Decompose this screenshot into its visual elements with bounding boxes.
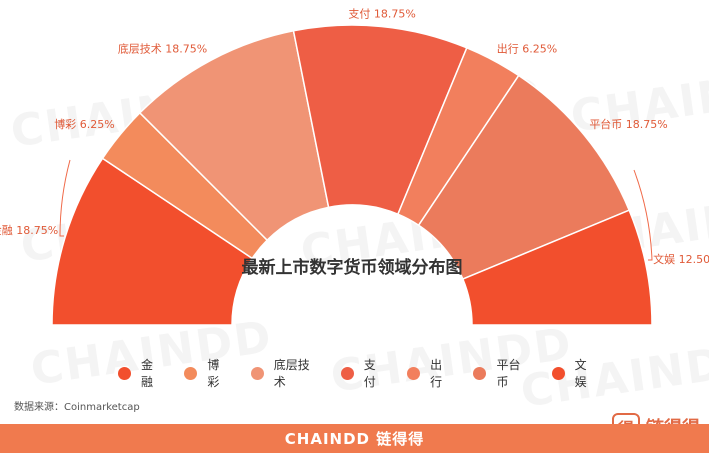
legend-item-payment: 支付	[340, 356, 387, 390]
footer-bar: CHAINDD 链得得	[0, 424, 709, 453]
legend-swatch-payment	[340, 366, 354, 380]
legend-label-entertainment: 文娱	[574, 358, 587, 389]
slice-label-finance: 金融 18.75%	[0, 223, 58, 237]
slice-label-infrastructure: 底层技术 18.75%	[118, 41, 207, 55]
slice-label-payment: 支付 18.75%	[348, 7, 415, 20]
legend: 金融 博彩 底层技术 支付 出行 平台币 文娱	[118, 358, 598, 389]
legend-swatch-platform-token	[473, 366, 487, 380]
legend-label-platform-token: 平台币	[496, 358, 521, 389]
slice-entertainment	[461, 209, 653, 326]
labels-group: 金融 18.75% 博彩 6.25% 底层技术 18.75% 支付 18.75% 出行 …	[0, 7, 709, 266]
legend-item-infrastructure: 底层技术	[250, 356, 321, 390]
chart-title: 最新上市数字货币领域分布图	[242, 257, 463, 278]
legend-label-travel: 出行	[430, 358, 443, 389]
data-source: 数据来源：Coinmarketcap	[14, 398, 140, 413]
legend-item-travel: 出行	[407, 356, 453, 390]
legend-label-infrastructure: 底层技术	[273, 358, 310, 389]
legend-item-gambling: 博彩	[184, 356, 230, 390]
slice-platform-token	[417, 74, 631, 281]
legend-swatch-travel	[407, 366, 421, 380]
slice-label-travel: 出行 6.25%	[497, 41, 557, 55]
slice-label-entertainment: 文娱 12.50%	[653, 252, 709, 266]
slice-payment	[292, 24, 468, 216]
footer-logo: CHAINDD 链得得	[284, 430, 425, 448]
legend-label-gambling: 博彩	[207, 358, 220, 389]
entertainment-bracket	[633, 169, 653, 261]
legend-item-platform-token: 平台币	[473, 356, 531, 390]
legend-item-entertainment: 文娱	[551, 356, 598, 390]
legend-label-finance: 金融	[141, 358, 154, 389]
legend-label-payment: 支付	[363, 358, 376, 389]
legend-swatch-infrastructure	[250, 366, 264, 380]
legend-item-finance: 金融	[118, 356, 164, 390]
data-source-label: 数据来源：	[14, 402, 64, 413]
slice-finance	[51, 157, 254, 326]
slice-label-platform-token: 平台币 18.75%	[589, 117, 667, 131]
slices-group	[51, 24, 653, 326]
finance-bracket	[59, 159, 71, 237]
slice-label-gambling: 博彩 6.25%	[54, 118, 114, 131]
legend-swatch-gambling	[184, 366, 198, 380]
legend-swatch-entertainment	[551, 366, 565, 380]
slice-infrastructure	[138, 29, 330, 242]
legend-swatch-finance	[118, 366, 131, 380]
data-source-text: Coinmarketcap	[64, 402, 140, 413]
